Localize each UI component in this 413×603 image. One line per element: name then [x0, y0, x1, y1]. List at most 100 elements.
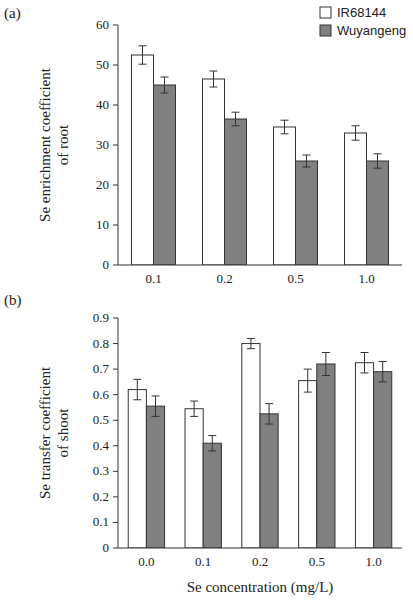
figure: (a)0102030405060Se enrichment coefficien… [0, 0, 413, 603]
error-stem [212, 436, 213, 451]
x-tick-label: 1.0 [365, 554, 381, 569]
bar [260, 414, 278, 548]
y-tick [113, 225, 118, 226]
y-tick-label: 0.3 [93, 463, 109, 478]
error-bar [133, 379, 141, 399]
bar [274, 127, 296, 265]
error-stem [382, 361, 383, 381]
y-tick-label: 0 [103, 257, 110, 272]
bar [132, 55, 154, 265]
error-bar [322, 353, 330, 376]
error-cap [322, 352, 330, 353]
error-cap [133, 399, 141, 400]
y-tick-label: 20 [96, 177, 109, 192]
error-bar [352, 126, 360, 140]
bar [367, 161, 389, 265]
bar [225, 119, 247, 265]
bars [132, 55, 389, 265]
error-cap [281, 120, 289, 121]
bar [317, 364, 335, 548]
y-tick-label: 0.9 [93, 310, 109, 325]
y-tick [113, 65, 118, 66]
y-tick [113, 394, 118, 395]
error-bar [161, 77, 169, 93]
y-tick-label: 0 [103, 540, 110, 555]
y-tick-label: 10 [96, 217, 109, 232]
error-cap [247, 348, 255, 349]
panel: (b)00.10.20.30.40.50.60.70.80.9Se transf… [4, 292, 402, 596]
y-axis-label: Se transfer coefficient [37, 366, 53, 499]
error-stem [307, 369, 308, 392]
error-cap [247, 338, 255, 339]
y-tick [113, 343, 118, 344]
error-cap [361, 372, 369, 373]
y-tick-label: 40 [96, 97, 109, 112]
error-cap [210, 87, 218, 88]
x-tick-label: 0.5 [287, 271, 303, 286]
error-bar [304, 369, 312, 392]
error-cap [151, 416, 159, 417]
error-cap [374, 153, 382, 154]
error-bar [151, 396, 159, 416]
bar [345, 133, 367, 265]
y-tick [113, 445, 118, 446]
y-tick [113, 420, 118, 421]
bar [374, 372, 392, 548]
y-tick [113, 522, 118, 523]
y-tick-label: 30 [96, 137, 109, 152]
error-stem [284, 120, 285, 134]
panel-label: (b) [4, 292, 22, 309]
bar [299, 381, 317, 548]
error-cap [374, 168, 382, 169]
error-stem [377, 154, 378, 168]
bar [242, 344, 260, 548]
error-cap [322, 375, 330, 376]
error-cap [208, 435, 216, 436]
x-tick-label: 0.1 [145, 271, 161, 286]
x-axis-label: Se concentration (mg/L) [187, 579, 334, 596]
error-stem [250, 338, 251, 348]
x-axis [118, 548, 402, 549]
error-cap [139, 45, 147, 46]
error-cap [265, 424, 273, 425]
y-tick-label: 0.6 [93, 387, 110, 402]
x-tick-label: 0.2 [252, 554, 268, 569]
error-cap [190, 401, 198, 402]
y-tick-label: 60 [96, 17, 109, 32]
error-cap [352, 140, 360, 141]
panel-label: (a) [4, 5, 21, 22]
bar [146, 406, 164, 548]
error-bar [281, 120, 289, 134]
bar [355, 363, 373, 548]
error-stem [364, 353, 365, 373]
error-stem [355, 126, 356, 140]
error-cap [352, 125, 360, 126]
error-stem [325, 353, 326, 376]
y-tick [113, 185, 118, 186]
y-axis-label: of root [55, 124, 71, 165]
y-axis-label: of shoot [55, 408, 71, 458]
error-cap [133, 379, 141, 380]
legend-swatch [320, 25, 331, 36]
error-bars [139, 46, 382, 168]
y-tick-label: 0.8 [93, 336, 109, 351]
bar [203, 79, 225, 265]
legend: IR68144Wuyangeng [320, 5, 406, 38]
y-tick [113, 25, 118, 26]
error-bars [133, 338, 386, 450]
y-tick [113, 318, 118, 319]
y-tick-label: 0.1 [93, 514, 109, 529]
error-cap [361, 352, 369, 353]
error-cap [303, 155, 311, 156]
x-tick-label: 0.0 [138, 554, 154, 569]
y-tick-label: 0.2 [93, 489, 109, 504]
error-stem [194, 401, 195, 416]
error-cap [161, 77, 169, 78]
error-cap [281, 133, 289, 134]
bar [154, 85, 176, 265]
error-bar [303, 155, 311, 167]
error-stem [155, 396, 156, 416]
error-cap [151, 395, 159, 396]
error-cap [190, 416, 198, 417]
error-cap [232, 125, 240, 126]
